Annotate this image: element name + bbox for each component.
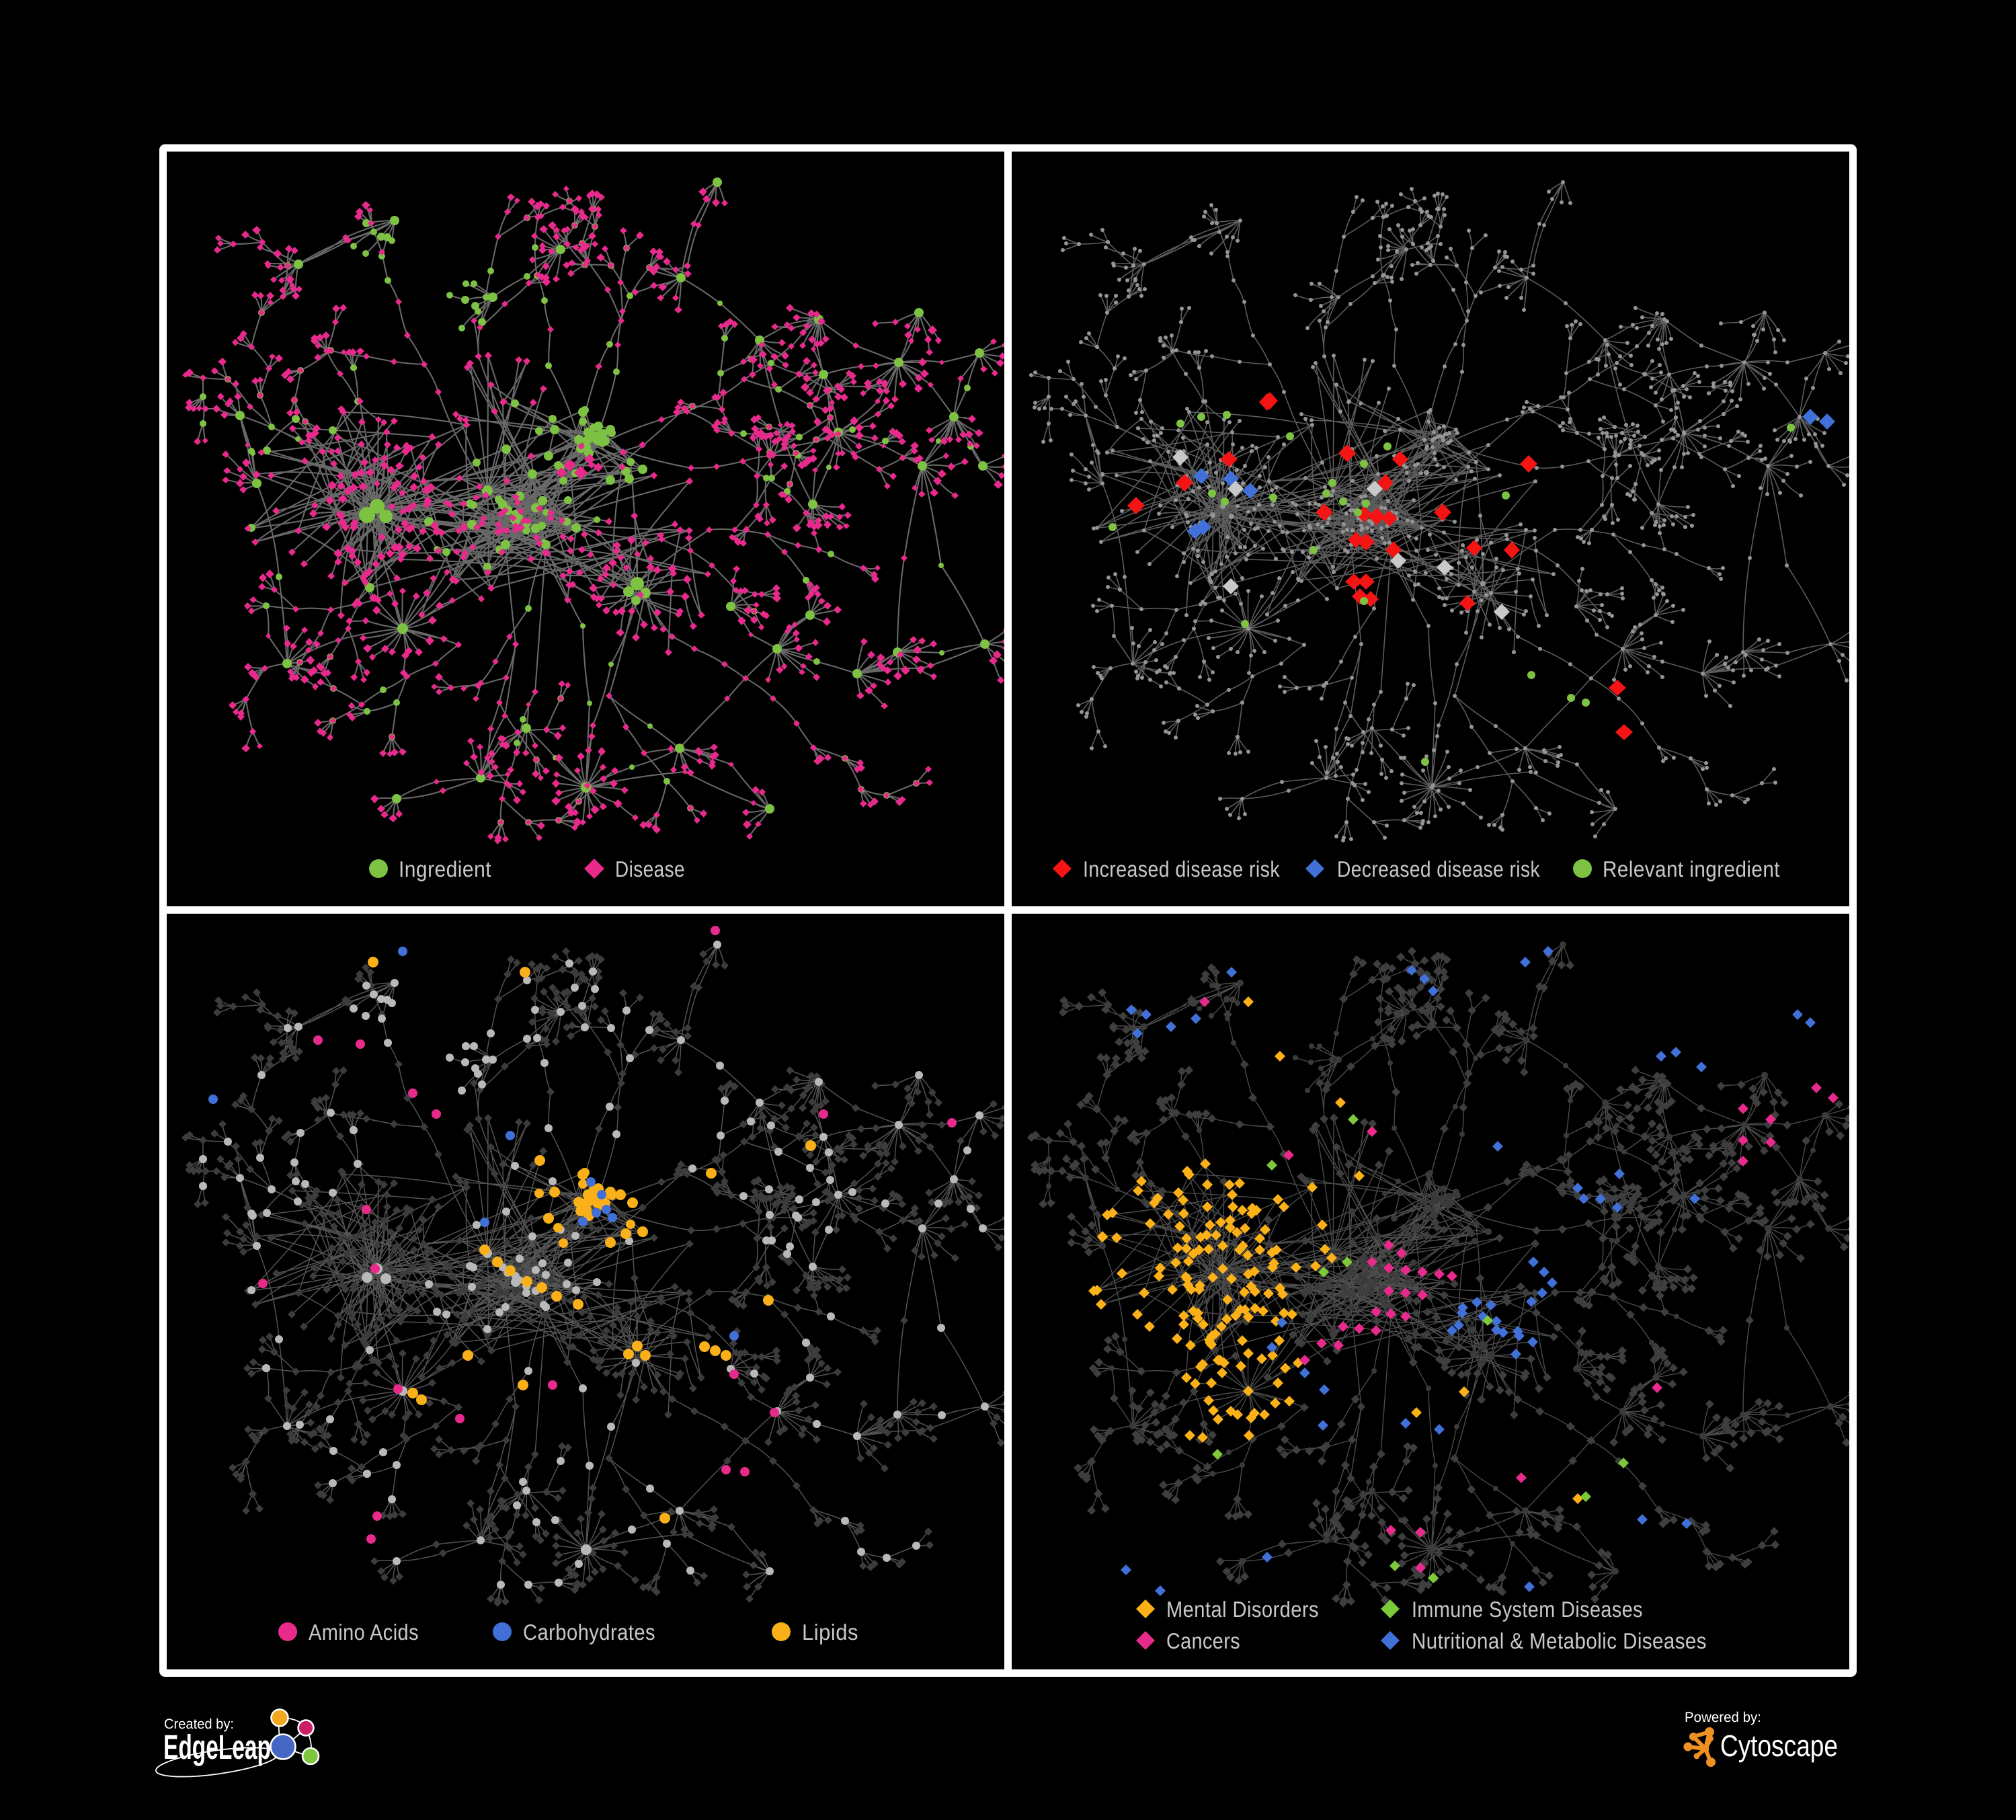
svg-text:Nutritional & Metabolic Diseas: Nutritional & Metabolic Diseases <box>1412 1628 1707 1653</box>
svg-text:Disease: Disease <box>615 857 685 881</box>
svg-text:Increased disease risk: Increased disease risk <box>1083 857 1280 881</box>
svg-text:Lipids: Lipids <box>802 1620 858 1645</box>
svg-text:Amino Acids: Amino Acids <box>309 1620 419 1645</box>
svg-text:Carbohydrates: Carbohydrates <box>523 1620 655 1645</box>
svg-text:Decreased disease risk: Decreased disease risk <box>1337 857 1540 881</box>
svg-text:Cancers: Cancers <box>1166 1628 1240 1653</box>
svg-text:Relevant ingredient: Relevant ingredient <box>1603 857 1780 881</box>
svg-text:Immune System Diseases: Immune System Diseases <box>1412 1597 1643 1622</box>
svg-text:Cytoscape: Cytoscape <box>1720 1729 1838 1763</box>
svg-text:EdgeLeap: EdgeLeap <box>163 1728 271 1766</box>
svg-text:Created by:: Created by: <box>164 1716 234 1732</box>
svg-text:Mental Disorders: Mental Disorders <box>1166 1597 1319 1622</box>
svg-text:Powered by:: Powered by: <box>1685 1710 1761 1725</box>
svg-text:Ingredient: Ingredient <box>399 857 491 881</box>
